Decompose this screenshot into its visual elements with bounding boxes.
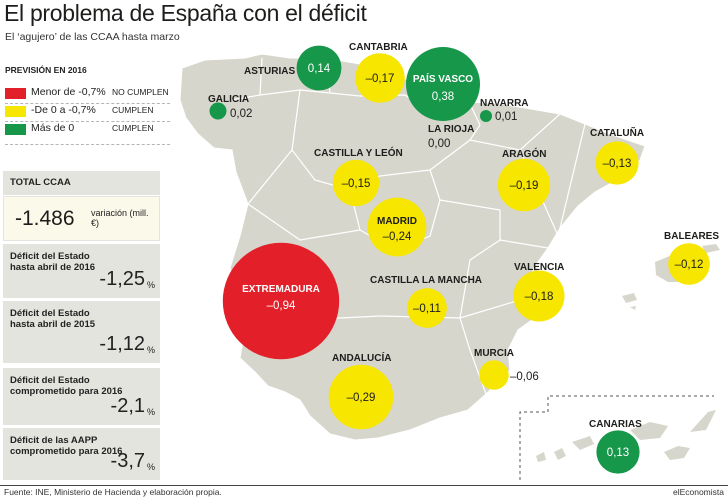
region-value-cataluna: –0,13 [603, 158, 632, 170]
region-value-canarias: 0,13 [607, 447, 629, 459]
formentera-shape [630, 306, 636, 310]
region-value-cantabria: –0,17 [366, 73, 395, 85]
region-label-asturias: ASTURIAS [244, 66, 295, 77]
chart-title: El problema de España con el déficit [4, 0, 367, 26]
region-value-asturias: 0,14 [308, 63, 331, 75]
panel-value: -1,25 [99, 268, 145, 290]
region-label-valencia: VALENCIA [514, 262, 564, 273]
bubble-murcia [479, 360, 509, 390]
bubble-cantabria [355, 53, 405, 103]
region-value-navarra: 0,01 [495, 111, 517, 123]
total-ccaa-value: -1.486 [15, 207, 75, 230]
region-label-cataluna: CATALUÑA [590, 126, 644, 139]
footer-rule [0, 485, 728, 486]
legend-item-green: Más de 0 CUMPLEN [5, 122, 170, 139]
legend-swatch-red [5, 88, 26, 99]
panel-label: Déficit del Estado hasta abril de 2015 [10, 308, 96, 330]
panel-value: -2,1 [110, 395, 145, 417]
total-ccaa-label: TOTAL CCAA [10, 177, 71, 188]
region-label-murcia: MURCIA [474, 348, 514, 359]
region-value-castilla-y-leon: –0,15 [342, 178, 371, 190]
region-label-extremadura: EXTREMADURA [242, 284, 320, 295]
bubble-aragon [497, 158, 551, 212]
total-ccaa-header: TOTAL CCAA [3, 171, 160, 195]
legend-status: NO CUMPLEN [112, 87, 169, 97]
region-value-pais-vasco: 0,38 [432, 91, 454, 103]
region-value-baleares: –0,12 [675, 259, 704, 271]
panel-label: Déficit del Estado comprometido para 201… [10, 375, 123, 397]
chart-subtitle: El ‘agujero’ de las CCAA hasta marzo [5, 31, 180, 43]
legend-swatch-yellow [5, 106, 26, 117]
region-label-castilla-y-leon: CASTILLA Y LEÓN [314, 146, 403, 159]
total-ccaa-unit: variación (mill. €) [91, 208, 149, 228]
bubble-castilla-y-leon [332, 159, 380, 207]
region-value-extremadura: –0,94 [267, 300, 296, 312]
bubble-cataluna [595, 141, 639, 185]
panel-unit: % [146, 280, 155, 290]
brand-name: elEconomista [672, 487, 724, 497]
legend-divider [5, 144, 170, 145]
ibiza-shape [622, 293, 637, 303]
region-value-castilla-la-mancha: –0,11 [413, 303, 441, 315]
region-value-la-rioja: 0,00 [428, 138, 450, 150]
bubble-andalucia [328, 364, 394, 430]
legend-swatch-green [5, 124, 26, 135]
legend-title: PREVISIÓN EN 2016 [5, 65, 87, 75]
labels-layer: ASTURIAS 0,14 CANTABRIA –0,17 PAÍS VASCO 0,38… [208, 42, 719, 459]
region-value-galicia: 0,02 [230, 108, 252, 120]
bubble-madrid [367, 197, 427, 257]
panel-label: Déficit de las AAPP comprometido para 20… [10, 435, 123, 457]
bubble-extremadura [222, 242, 340, 360]
region-label-la-rioja: LA RIOJA [428, 124, 474, 135]
panel-deficit-estado-2015: Déficit del Estado hasta abril de 2015 -… [3, 301, 160, 363]
bubble-galicia [209, 102, 227, 120]
region-value-valencia: –0,18 [525, 291, 554, 303]
legend-label: Más de 0 [31, 122, 75, 134]
region-value-aragon: –0,19 [510, 180, 539, 192]
source-note: Fuente: INE, Ministerio de Hacienda y el… [4, 487, 222, 497]
region-label-galicia: GALICIA [208, 94, 249, 105]
bubble-asturias [296, 45, 342, 91]
region-label-navarra: NAVARRA [480, 98, 529, 109]
panel-deficit-estado-2016: Déficit del Estado hasta abril de 2016 -… [3, 244, 160, 298]
bubble-valencia [513, 270, 565, 322]
region-label-castilla-la-mancha: CASTILLA LA MANCHA [370, 275, 482, 286]
menorca-shape [702, 244, 720, 253]
bubble-baleares [668, 243, 710, 285]
legend-item-yellow: -De 0 a -0,7% CUMPLEN [5, 104, 170, 121]
panel-deficit-aapp-2016: Déficit de las AAPP comprometido para 20… [3, 428, 160, 480]
panel-unit: % [146, 462, 155, 472]
panel-deficit-comprometido-2016: Déficit del Estado comprometido para 201… [3, 368, 160, 425]
legend-divider [5, 103, 170, 104]
panel-label: Déficit del Estado hasta abril de 2016 [10, 251, 96, 273]
region-label-madrid: MADRID [377, 216, 417, 227]
region-label-aragon: ARAGÓN [502, 147, 546, 160]
region-value-andalucia: –0,29 [347, 392, 376, 404]
panel-unit: % [146, 407, 155, 417]
legend-status: CUMPLEN [112, 123, 154, 133]
panel-unit: % [146, 345, 155, 355]
total-ccaa-box: -1.486 variación (mill. €) [3, 196, 160, 241]
bubble-canarias [596, 430, 640, 474]
legend-item-red: Menor de -0,7% NO CUMPLEN [5, 86, 170, 103]
canarias-inset-border [519, 395, 714, 480]
bubble-pais-vasco [406, 47, 480, 121]
region-label-baleares: BALEARES [664, 231, 719, 242]
legend-label: Menor de -0,7% [31, 86, 106, 98]
bubble-navarra [480, 110, 492, 122]
panel-value: -3,7 [110, 450, 145, 472]
region-label-pais-vasco: PAÍS VASCO [413, 72, 473, 85]
panel-value: -1,12 [99, 333, 145, 355]
region-label-cantabria: CANTABRIA [349, 42, 408, 53]
bubble-castilla-la-mancha [407, 288, 447, 328]
region-label-andalucia: ANDALUCÍA [332, 351, 391, 364]
region-value-madrid: –0,24 [383, 231, 412, 243]
region-label-canarias: CANARIAS [589, 419, 642, 430]
region-value-murcia: –0,06 [510, 371, 539, 383]
legend-label: -De 0 a -0,7% [31, 104, 96, 116]
bubbles-layer [209, 45, 710, 474]
legend-status: CUMPLEN [112, 105, 154, 115]
legend-divider [5, 121, 170, 122]
